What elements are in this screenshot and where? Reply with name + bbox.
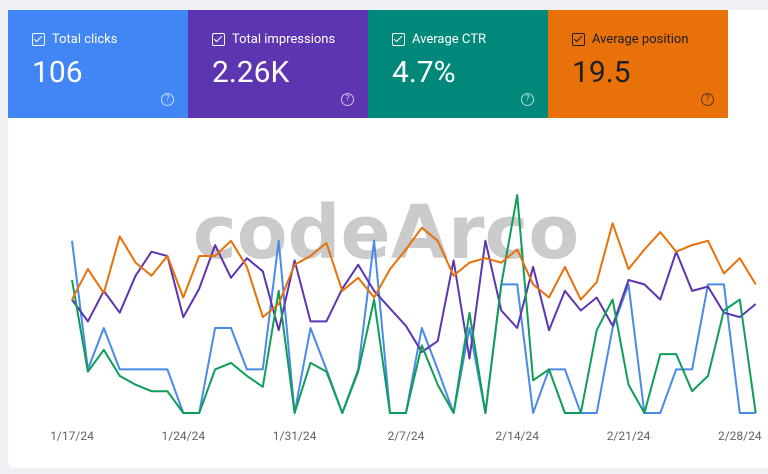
card-value: 106: [32, 55, 83, 90]
card-label-row: Total clicks: [32, 32, 188, 47]
card-label: Total clicks: [52, 32, 118, 47]
x-tick-label: 1/24/24: [161, 429, 205, 443]
metric-card[interactable]: Average CTR 4.7% ?: [368, 10, 548, 118]
metric-card[interactable]: Average position 19.5 ?: [548, 10, 728, 118]
help-icon[interactable]: ?: [701, 93, 714, 106]
metric-card[interactable]: Total clicks 106 ?: [8, 10, 188, 118]
help-icon[interactable]: ?: [161, 93, 174, 106]
x-tick-label: 1/17/24: [50, 429, 94, 443]
card-label-row: Average position: [572, 32, 728, 47]
card-label: Total impressions: [232, 32, 336, 47]
card-value: 2.26K: [212, 55, 290, 90]
checkbox[interactable]: [572, 33, 585, 46]
card-label: Average CTR: [412, 32, 486, 47]
help-icon[interactable]: ?: [521, 93, 534, 106]
x-tick-label: 2/28/24: [718, 429, 762, 443]
series-line: [71, 222, 757, 319]
card-label: Average position: [592, 32, 689, 47]
card-label-row: Average CTR: [392, 32, 548, 47]
card-value: 4.7%: [392, 55, 456, 90]
card-label-row: Total impressions: [212, 32, 368, 47]
x-tick-label: 2/21/24: [607, 429, 651, 443]
checkbox[interactable]: [212, 33, 225, 46]
checkbox[interactable]: [392, 33, 405, 46]
metric-card[interactable]: Total impressions 2.26K ?: [188, 10, 368, 118]
help-icon[interactable]: ?: [341, 93, 354, 106]
x-tick-label: 1/31/24: [273, 429, 317, 443]
series-line: [71, 194, 757, 414]
checkbox[interactable]: [32, 33, 45, 46]
series-line: [71, 239, 757, 360]
card-value: 19.5: [572, 55, 631, 90]
x-tick-label: 2/14/24: [495, 429, 539, 443]
x-tick-label: 2/7/24: [387, 429, 424, 443]
